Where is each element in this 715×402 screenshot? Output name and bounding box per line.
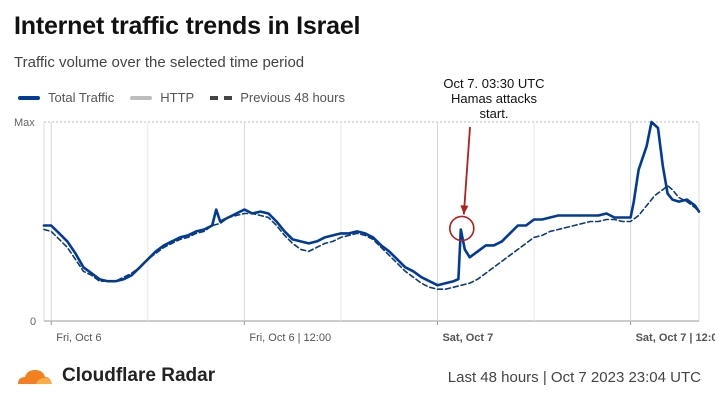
annotation-circle bbox=[449, 215, 475, 242]
annotation-arrow-head bbox=[460, 205, 469, 215]
legend-item-total-traffic[interactable]: Total Traffic bbox=[18, 90, 114, 105]
annotation-line-2: Hamas attacks bbox=[451, 91, 537, 106]
legend-swatch-previous bbox=[210, 95, 233, 100]
cloudflare-cloud-icon bbox=[18, 370, 52, 384]
x-tick-label: Sat, Oct 7 | 12:00 bbox=[636, 332, 715, 344]
legend-item-previous-48-hours[interactable]: Previous 48 hours bbox=[210, 90, 345, 105]
x-tick-label: Fri, Oct 6 | 12:00 bbox=[249, 332, 331, 344]
chart-legend: Total Traffic HTTP Previous 48 hours bbox=[18, 90, 345, 105]
legend-swatch-total bbox=[18, 95, 40, 100]
y-tick-label-max: Max bbox=[14, 117, 35, 129]
chart-title: Internet traffic trends in Israel bbox=[14, 12, 361, 40]
attack-annotation: Oct 7. 03:30 UTC Hamas attacks start. bbox=[424, 76, 564, 121]
annotation-line-3: start. bbox=[479, 106, 509, 121]
legend-label-http: HTTP bbox=[160, 90, 195, 105]
annotation-arrow-line bbox=[462, 126, 471, 215]
brand-name: Cloudflare Radar bbox=[62, 365, 216, 386]
time-range-text: Last 48 hours | Oct 7 2023 23:04 UTC bbox=[447, 369, 701, 386]
legend-label-total: Total Traffic bbox=[48, 90, 115, 105]
legend-item-http[interactable]: HTTP bbox=[130, 90, 194, 105]
series-line-previous-48-hours bbox=[43, 184, 700, 290]
legend-swatch-http bbox=[130, 95, 153, 100]
y-tick-label-zero: 0 bbox=[30, 316, 36, 328]
annotation-line-1: Oct 7. 03:30 UTC bbox=[443, 76, 545, 91]
x-tick-label: Sat, Oct 7 bbox=[442, 332, 493, 344]
chart-subtitle: Traffic volume over the selected time pe… bbox=[14, 54, 305, 71]
cloudflare-radar-logo: Cloudflare Radar bbox=[14, 364, 215, 388]
x-tick-label: Fri, Oct 6 bbox=[56, 332, 101, 344]
legend-label-previous: Previous 48 hours bbox=[240, 90, 345, 105]
series-line-total-traffic bbox=[42, 120, 701, 287]
